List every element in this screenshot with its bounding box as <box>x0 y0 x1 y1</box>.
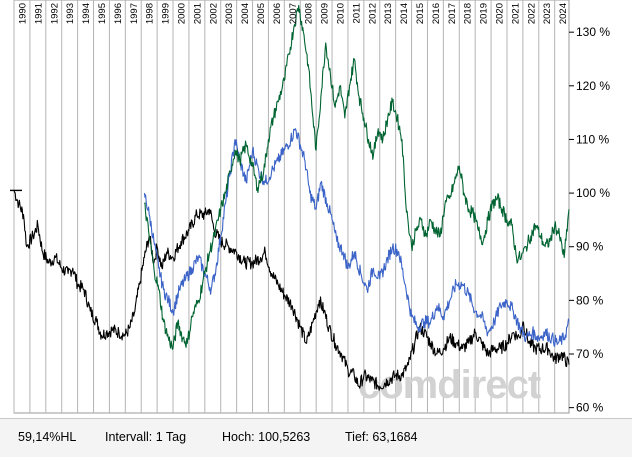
interval-label: Intervall: 1 Tag <box>105 430 187 444</box>
year-label: 2016 <box>431 3 442 24</box>
year-label: 2018 <box>463 3 474 24</box>
year-label: 1999 <box>161 3 172 24</box>
low-value: Tief: 63,1684 <box>345 430 418 444</box>
y-tick-label: 100 % <box>576 186 610 200</box>
y-tick-label: 110 % <box>576 132 609 146</box>
year-label: 1998 <box>145 3 156 24</box>
year-label: 1991 <box>33 3 44 24</box>
chart: comdirect 1990 1991 1992 1993 1994 1995 1996 19… <box>10 0 611 415</box>
year-label: 2000 <box>176 3 187 24</box>
year-label: 2021 <box>510 3 521 24</box>
labels-group: 1990 1991 1992 1993 1994 1995 1996 1997 1998 1999… <box>17 3 610 415</box>
year-label: 2020 <box>495 3 506 24</box>
year-label: 2005 <box>256 3 267 24</box>
status-footer: 59,14%HL Intervall: 1 Tag Hoch: 100,5263… <box>0 418 632 457</box>
year-label: 1995 <box>97 3 108 24</box>
year-label: 2017 <box>447 3 458 24</box>
year-label: 1996 <box>113 3 124 24</box>
year-label: 2011 <box>351 3 362 23</box>
series-line-2 <box>143 4 570 350</box>
y-tick-label: 80 % <box>576 293 604 307</box>
year-label: 2003 <box>224 3 235 24</box>
year-label: 2007 <box>288 3 299 24</box>
year-label: 2004 <box>240 3 251 24</box>
year-label: 1994 <box>81 3 92 24</box>
year-label: 2013 <box>383 3 394 24</box>
year-label: 2001 <box>192 3 203 24</box>
y-tick-label: 90 % <box>576 240 604 254</box>
year-label: 2012 <box>367 3 378 24</box>
year-label: 2002 <box>208 3 219 24</box>
year-label: 2015 <box>415 3 426 24</box>
year-label: 2022 <box>526 3 537 24</box>
high-value: Hoch: 100,5263 <box>222 430 311 444</box>
year-label: 2010 <box>336 3 347 24</box>
y-tick-label: 60 % <box>576 401 604 415</box>
year-label: 2006 <box>272 3 283 24</box>
year-label: 1992 <box>49 3 60 24</box>
plot-area <box>13 0 570 414</box>
y-tick-label: 130 % <box>576 25 610 39</box>
y-tick-label: 70 % <box>576 347 604 361</box>
year-label: 2008 <box>304 3 315 24</box>
series-line-0 <box>13 190 570 391</box>
y-tick-label: 120 % <box>576 79 610 93</box>
year-label: 1990 <box>17 3 28 24</box>
year-label: 1993 <box>65 3 76 24</box>
last-value: 59,14%HL <box>18 430 77 444</box>
year-label: 2019 <box>479 3 490 24</box>
year-label: 1997 <box>129 3 140 24</box>
series-group <box>10 4 570 391</box>
year-label: 2023 <box>542 3 553 24</box>
year-label: 2014 <box>399 3 410 24</box>
year-label: 2024 <box>558 3 569 24</box>
year-label: 2009 <box>320 3 331 24</box>
series-line-1 <box>143 128 570 347</box>
